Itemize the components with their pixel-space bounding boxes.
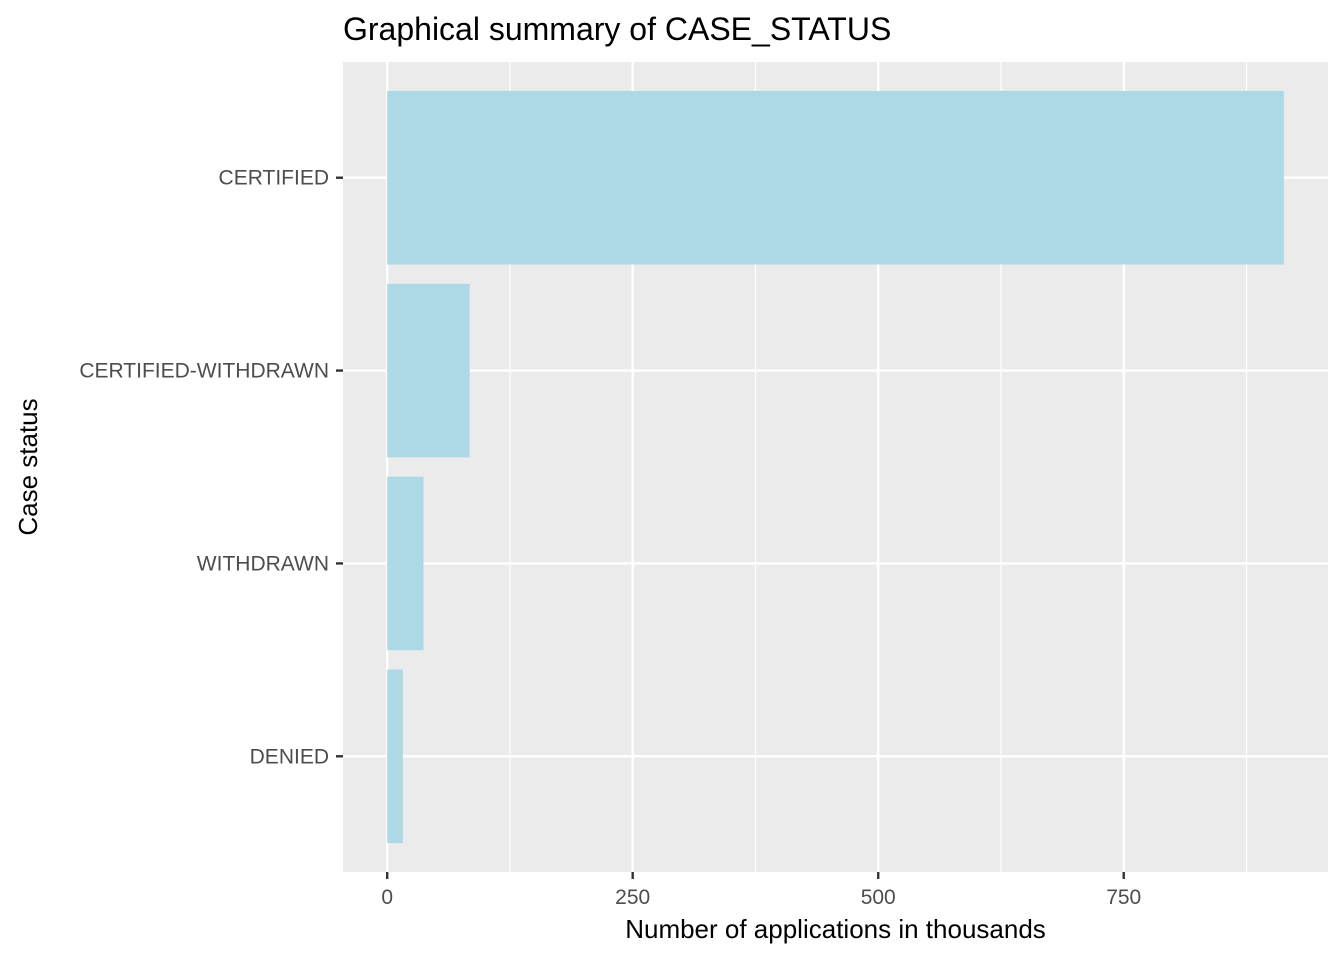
y-tick-label: DENIED [250, 745, 329, 768]
x-axis-title: Number of applications in thousands [625, 914, 1046, 944]
y-axis: DENIED WITHDRAWN CERTIFIED-WITHDRAWN CERTIF… [79, 167, 343, 768]
bar-certified [387, 90, 1284, 265]
x-axis: 0 250 500 750 [381, 872, 1141, 909]
x-tick-label: 250 [615, 886, 650, 909]
x-tick-label: 750 [1106, 886, 1141, 909]
y-axis-title: Case status [13, 398, 43, 535]
bar-withdrawn [387, 476, 424, 651]
y-tick-label: WITHDRAWN [197, 552, 329, 575]
bar-denied [387, 669, 403, 844]
bar-certified-withdrawn [387, 283, 470, 458]
x-tick-label: 0 [381, 886, 393, 909]
y-tick-label: CERTIFIED-WITHDRAWN [79, 360, 329, 383]
y-tick-label: CERTIFIED [219, 167, 329, 190]
x-tick-label: 500 [861, 886, 896, 909]
bars [387, 90, 1284, 844]
chart-title: Graphical summary of CASE_STATUS [343, 11, 891, 47]
